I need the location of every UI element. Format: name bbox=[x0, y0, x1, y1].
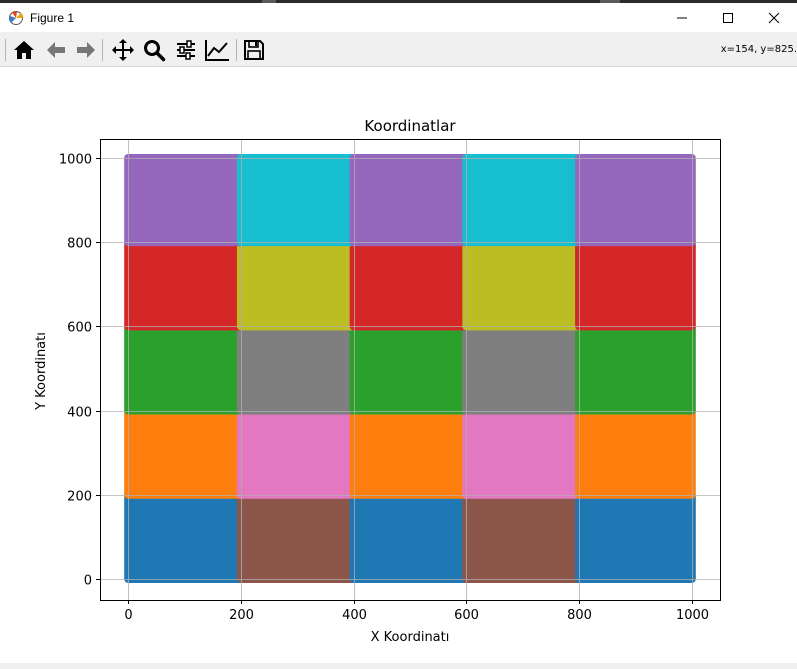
y-axis-ticks: 0 200 400 600 800 1000 bbox=[59, 153, 100, 589]
y-tick-label: 800 bbox=[67, 237, 92, 252]
x-tick-label: 1000 bbox=[676, 608, 709, 623]
window-top-strip bbox=[0, 0, 797, 3]
configure-subplots-button[interactable] bbox=[172, 36, 200, 64]
home-button[interactable] bbox=[10, 36, 38, 64]
maximize-icon bbox=[723, 12, 733, 23]
scatter-block-r2-c3 bbox=[462, 322, 584, 415]
forward-button[interactable] bbox=[72, 36, 100, 64]
scatter-block-r2-c1 bbox=[236, 322, 358, 415]
minimize-button[interactable] bbox=[659, 3, 705, 32]
figure-canvas[interactable]: 0 200 400 600 800 1000 0 200 400 600 800 1000 Koor… bbox=[0, 67, 797, 663]
scatter-block-r2-c2 bbox=[349, 322, 471, 415]
arrow-left-icon bbox=[47, 42, 65, 58]
x-axis-label: X Koordinatı bbox=[371, 630, 450, 645]
maximize-button[interactable] bbox=[705, 3, 751, 32]
grid-lines bbox=[100, 139, 720, 600]
window-titlebar: Figure 1 bbox=[0, 3, 797, 32]
navigation-toolbar: x=154, y=825. bbox=[0, 32, 797, 67]
y-tick-label: 400 bbox=[67, 406, 92, 421]
home-icon bbox=[14, 41, 34, 59]
save-button[interactable] bbox=[240, 36, 268, 64]
toolbar-separator bbox=[5, 39, 6, 61]
scatter-block-r0-c3 bbox=[462, 490, 584, 583]
magnifier-icon bbox=[144, 40, 166, 62]
back-button[interactable] bbox=[42, 36, 70, 64]
scatter-block-r3-c2 bbox=[349, 238, 471, 331]
scatter-block-r0-c1 bbox=[236, 490, 358, 583]
chart-title: Koordinatlar bbox=[364, 117, 456, 135]
close-button[interactable] bbox=[751, 3, 797, 32]
scatter-block-r2-c4 bbox=[575, 322, 696, 415]
minimize-icon bbox=[677, 17, 687, 18]
y-axis-label: Y Koordinatı bbox=[34, 332, 49, 411]
window-title: Figure 1 bbox=[30, 10, 75, 25]
toolbar-separator bbox=[102, 39, 103, 61]
x-axis-ticks: 0 200 400 600 800 1000 bbox=[124, 600, 709, 623]
matplotlib-app-icon bbox=[8, 10, 24, 26]
cursor-coordinate-readout: x=154, y=825. bbox=[720, 44, 797, 55]
scatter-block-r1-c2 bbox=[349, 406, 471, 499]
scatter-block-r4-c0 bbox=[124, 153, 245, 247]
scatter-block-r3-c1 bbox=[236, 238, 358, 331]
zoom-button[interactable] bbox=[140, 36, 168, 64]
scatter-block-r3-c0 bbox=[124, 238, 245, 331]
scatter-block-r3-c4 bbox=[575, 238, 696, 331]
y-tick-label: 1000 bbox=[59, 153, 92, 168]
scatter-block-r4-c1 bbox=[236, 153, 358, 247]
scatter-block-r1-c1 bbox=[236, 406, 358, 499]
x-tick-label: 800 bbox=[567, 608, 592, 623]
edit-axis-button[interactable] bbox=[203, 36, 231, 64]
x-tick-label: 600 bbox=[454, 608, 479, 623]
y-tick-label: 0 bbox=[84, 574, 92, 589]
floppy-disk-icon bbox=[244, 40, 264, 60]
scatter-block-r3-c3 bbox=[462, 238, 584, 331]
y-tick-label: 200 bbox=[67, 490, 92, 505]
scatter-block-r1-c4 bbox=[575, 406, 696, 499]
line-chart-icon bbox=[205, 40, 229, 61]
toolbar-separator bbox=[236, 39, 237, 61]
pan-button[interactable] bbox=[109, 36, 137, 64]
scatter-block-r4-c2 bbox=[349, 153, 471, 247]
scatter-block-r1-c3 bbox=[462, 406, 584, 499]
move-icon bbox=[112, 39, 134, 61]
window-bottom-edge bbox=[0, 663, 797, 669]
scatter-block-r4-c4 bbox=[575, 153, 696, 247]
axes-frame bbox=[100, 139, 721, 601]
x-tick-label: 0 bbox=[124, 608, 132, 623]
scatter-block-r0-c2 bbox=[349, 490, 471, 583]
scatter-block-r0-c4 bbox=[575, 490, 696, 583]
scatter-plot[interactable]: 0 200 400 600 800 1000 0 200 400 600 800 1000 Koor… bbox=[0, 67, 797, 663]
close-icon bbox=[768, 12, 780, 23]
scatter-blocks bbox=[124, 153, 696, 583]
scatter-block-r4-c3 bbox=[462, 153, 584, 247]
sliders-icon bbox=[177, 40, 195, 60]
x-tick-label: 400 bbox=[342, 608, 367, 623]
y-tick-label: 600 bbox=[67, 321, 92, 336]
arrow-right-icon bbox=[77, 42, 95, 58]
scatter-block-r2-c0 bbox=[124, 322, 245, 415]
x-tick-label: 200 bbox=[229, 608, 254, 623]
scatter-block-r0-c0 bbox=[124, 490, 245, 583]
scatter-block-r1-c0 bbox=[124, 406, 245, 499]
